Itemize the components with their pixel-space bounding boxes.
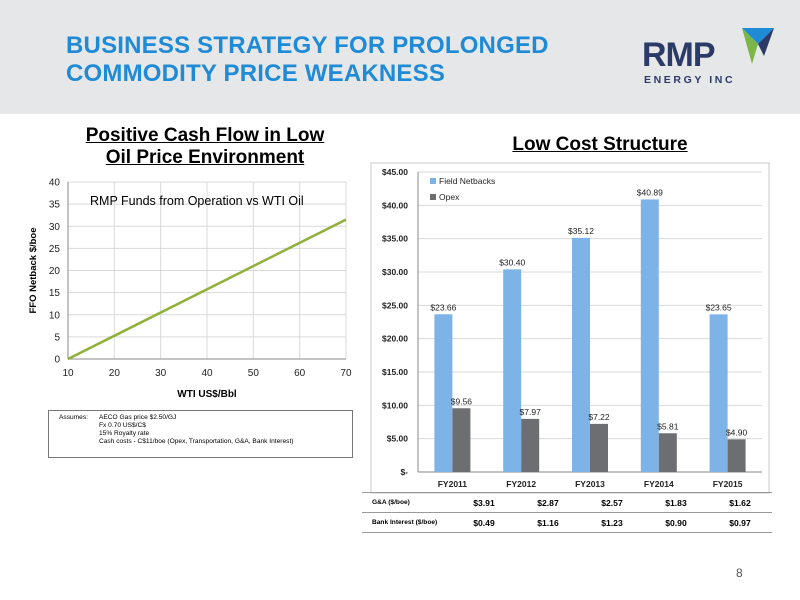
x-axis-label: WTI US$/Bbl [177, 389, 237, 400]
y-tick-label: $30.00 [382, 267, 408, 277]
opex-bar [590, 423, 608, 472]
table-cell: $1.62 [708, 492, 772, 513]
y-tick-label: $35.00 [382, 234, 408, 244]
y-tick-label: $20.00 [382, 334, 408, 344]
field-netback-bar [640, 199, 659, 472]
x-tick-label: FY2013 [575, 479, 605, 489]
table-cell: $1.16 [516, 512, 580, 533]
y-tick-label: $45.00 [382, 167, 408, 177]
field-netback-bar [572, 237, 590, 472]
y-tick-label: 35 [49, 200, 61, 211]
chart-frame [370, 162, 770, 494]
y-tick-label: 30 [49, 222, 61, 233]
data-label: $23.65 [706, 302, 732, 312]
data-label: $23.66 [430, 302, 456, 312]
table-cell: $0.90 [644, 512, 708, 533]
field-netback-bar [434, 314, 453, 472]
header-band: BUSINESS STRATEGY FOR PROLONGED COMMODIT… [0, 0, 800, 114]
legend-swatch [430, 194, 436, 200]
y-tick-label: $10.00 [382, 400, 408, 410]
y-tick-label: 5 [54, 332, 60, 343]
y-tick-label: $- [400, 467, 408, 477]
table-cell: $1.83 [644, 492, 708, 513]
data-label: $7.22 [588, 412, 610, 422]
field-netback-bar [503, 269, 522, 472]
data-label: $35.12 [568, 226, 594, 236]
y-tick-label: $25.00 [382, 300, 408, 310]
legend-label: Opex [439, 192, 460, 202]
y-tick-label: 40 [49, 178, 61, 189]
x-tick-label: FY2015 [713, 479, 743, 489]
page-title: BUSINESS STRATEGY FOR PROLONGED COMMODIT… [66, 32, 626, 88]
data-label: $30.40 [499, 257, 525, 267]
y-tick-label: $40.00 [382, 200, 408, 210]
left-heading-line-1: Positive Cash Flow in Low [85, 125, 325, 146]
x-tick-label: 70 [340, 368, 352, 379]
table-row: G&A ($/boe) $3.91 $2.87 $2.57 $1.83 $1.6… [362, 492, 772, 513]
table-cell: $2.87 [516, 492, 580, 513]
data-label: $5.81 [657, 421, 679, 431]
left-chart-heading: Positive Cash Flow in Low Oil Price Envi… [64, 125, 346, 169]
page-number: 8 [736, 566, 743, 580]
cost-metrics-table: G&A ($/boe) $3.91 $2.87 $2.57 $1.83 $1.6… [362, 492, 772, 533]
table-cell: $2.57 [580, 492, 644, 513]
assumption-line: 15% Royalty rate [99, 430, 150, 437]
table-row: Bank Interest ($/boe) $0.49 $1.16 $1.23 … [362, 512, 772, 533]
field-netback-bar [709, 314, 728, 472]
cost-bar-chart: $- $5.00 $10.00 $15.00 $20.00 $25.00 $30.00 $35… [370, 162, 770, 494]
legend-swatch [430, 178, 436, 184]
x-tick-label: FY2012 [506, 479, 536, 489]
data-label: $7.97 [520, 407, 542, 417]
logo-subtext: ENERGY INC [644, 74, 736, 86]
table-cell: $0.49 [452, 512, 516, 533]
table-cell: $0.97 [708, 512, 772, 533]
data-label: $40.89 [637, 187, 663, 197]
assumption-line: Cash costs - C$11/boe (Opex, Transportat… [99, 438, 294, 445]
opex-bar [658, 433, 677, 472]
x-tick-label: 10 [62, 368, 74, 379]
assumption-line: AECO Gas price $2.50/GJ [99, 414, 177, 421]
y-tick-label: 0 [54, 355, 60, 366]
logo-mark-icon [742, 28, 774, 64]
y-tick-label: $5.00 [387, 434, 409, 444]
ffo-line-chart: 0 5 10 15 20 25 30 35 40 10 20 30 40 50 60 70 RMP Funds … [28, 178, 352, 401]
table-cell: $3.91 [452, 492, 516, 513]
row-label: Bank Interest ($/boe) [362, 512, 452, 533]
logo-text: RMP [642, 36, 716, 74]
assumptions-label: Assumes: [59, 414, 88, 421]
opex-bar [452, 408, 471, 472]
table-cell: $1.23 [580, 512, 644, 533]
right-chart-heading: Low Cost Structure [512, 134, 688, 155]
opex-bar [727, 439, 746, 472]
x-tick-label: FY2014 [644, 479, 674, 489]
y-tick-label: 15 [49, 288, 61, 299]
x-tick-label: 60 [294, 368, 306, 379]
x-tick-label: FY2011 [438, 479, 468, 489]
x-tick-label: 40 [201, 368, 213, 379]
data-label: $9.56 [451, 396, 473, 406]
title-line-2: COMMODITY PRICE WEAKNESS [66, 60, 446, 87]
title-line-1: BUSINESS STRATEGY FOR PROLONGED [66, 32, 549, 59]
y-tick-label: 20 [49, 266, 61, 277]
series-line [67, 218, 347, 361]
assumption-line: Fx 0.70 US$/C$ [99, 422, 146, 429]
legend-label: Field Netbacks [439, 176, 495, 186]
opex-bar [521, 418, 540, 472]
row-label: G&A ($/boe) [362, 492, 452, 513]
y-tick-label: 10 [49, 310, 61, 321]
chart-title: RMP Funds from Operation vs WTI Oil [90, 194, 304, 208]
y-axis-label: FFO Netback $/boe [28, 227, 39, 313]
assumptions-lines: AECO Gas price $2.50/GJ Fx 0.70 US$/C$ 1… [99, 414, 349, 446]
data-label: $4.90 [726, 427, 748, 437]
y-tick-label: 25 [49, 244, 61, 255]
left-heading-line-2: Oil Price Environment [105, 147, 305, 168]
assumptions-box: Assumes: AECO Gas price $2.50/GJ Fx 0.70… [48, 410, 353, 458]
x-tick-label: 30 [155, 368, 167, 379]
x-tick-label: 50 [248, 368, 260, 379]
x-tick-label: 20 [109, 368, 121, 379]
company-logo: RMP ENERGY INC [636, 22, 776, 86]
y-tick-label: $15.00 [382, 367, 408, 377]
